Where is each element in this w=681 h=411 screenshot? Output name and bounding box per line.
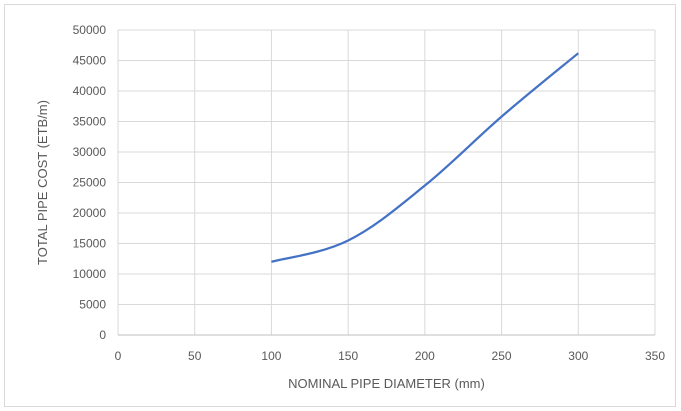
x-axis-title: NOMINAL PIPE DIAMETER (mm): [288, 376, 485, 391]
y-tick-label: 0: [99, 328, 106, 342]
x-tick-label: 50: [188, 349, 202, 363]
y-tick-label: 25000: [73, 176, 107, 190]
y-tick-label: 20000: [73, 206, 107, 220]
y-tick-label: 40000: [73, 84, 107, 98]
series-line: [271, 52, 580, 263]
x-tick-label: 150: [338, 349, 358, 363]
y-axis-title: TOTAL PIPE COST (ETB/m): [35, 100, 50, 265]
y-tick-label: 50000: [73, 23, 107, 37]
y-tick-label: 35000: [73, 115, 107, 129]
x-tick-label: 300: [568, 349, 588, 363]
chart-area: [4, 4, 676, 407]
y-tick-label: 45000: [73, 54, 107, 68]
x-tick-label: 100: [261, 349, 281, 363]
x-axis-ticks: 0 50 100 150 200 250 300 350: [115, 349, 666, 363]
x-tick-label: 0: [115, 349, 122, 363]
y-tick-label: 5000: [79, 298, 106, 312]
y-axis-ticks: 0 5000 10000 15000 20000 25000 30000 35000 40000…: [73, 23, 107, 342]
x-tick-label: 200: [415, 349, 435, 363]
y-tick-label: 15000: [73, 237, 107, 251]
x-tick-label: 250: [492, 349, 512, 363]
x-tick-label: 350: [645, 349, 665, 363]
y-tick-label: 10000: [73, 267, 107, 281]
y-tick-label: 30000: [73, 145, 107, 159]
gridlines: [117, 29, 656, 335]
